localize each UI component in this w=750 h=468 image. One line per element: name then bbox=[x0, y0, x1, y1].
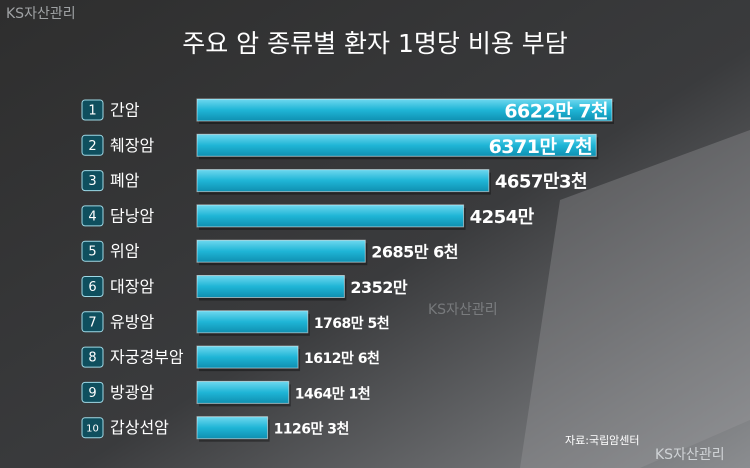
category-label: 자궁경부암 bbox=[110, 348, 184, 367]
bar bbox=[196, 380, 290, 404]
rank-box bbox=[81, 276, 104, 297]
rank-label: 7 bbox=[88, 315, 96, 330]
rank-label: 8 bbox=[88, 351, 96, 366]
category-label: 췌장암 bbox=[110, 136, 154, 155]
category-label: 간암 bbox=[110, 101, 140, 120]
category-label: 유방암 bbox=[110, 312, 154, 331]
rank-box bbox=[81, 134, 104, 156]
rank-box bbox=[81, 381, 104, 403]
bar bbox=[196, 239, 366, 263]
value-label: 4657만3천 bbox=[495, 172, 587, 193]
rank-label: 5 bbox=[88, 245, 96, 260]
rank-box bbox=[81, 346, 104, 368]
category-label: 위암 bbox=[110, 242, 140, 261]
value-label: 1464만 1천 bbox=[295, 386, 370, 402]
value-label: 6622만 7천 bbox=[504, 101, 608, 123]
bar bbox=[196, 416, 269, 440]
value-label: 4254만 bbox=[470, 207, 535, 228]
rank-box bbox=[81, 99, 104, 121]
rank-label: 6 bbox=[88, 280, 96, 295]
rank-box bbox=[81, 170, 104, 192]
category-label: 담낭암 bbox=[110, 206, 154, 225]
source: 자료:국립암센터 bbox=[565, 434, 640, 447]
rank-label: 4 bbox=[88, 209, 96, 224]
watermark: KS자산관리 bbox=[6, 6, 76, 22]
value-label: 1612만 6천 bbox=[304, 351, 379, 367]
watermark: KS자산관리 bbox=[428, 302, 498, 318]
bar bbox=[196, 169, 490, 193]
bar bbox=[196, 204, 465, 228]
value-label: 6371만 7천 bbox=[489, 136, 593, 158]
value-label: 1768만 5천 bbox=[314, 316, 389, 332]
value-label: 2352만 bbox=[350, 278, 408, 297]
watermark: KS자산관리 bbox=[655, 447, 725, 463]
value-label: 2685만 6천 bbox=[371, 243, 458, 262]
category-label: 폐암 bbox=[110, 171, 140, 190]
rank-box bbox=[81, 240, 104, 262]
rank-label: 9 bbox=[88, 386, 96, 401]
rank-box bbox=[81, 417, 104, 439]
rank-label: 2 bbox=[88, 139, 96, 154]
calculator-shape bbox=[520, 130, 750, 468]
category-label: 갑상선암 bbox=[110, 418, 169, 437]
value-label: 1126만 3천 bbox=[274, 422, 349, 438]
category-label: 방광암 bbox=[110, 383, 154, 402]
bar bbox=[196, 345, 299, 369]
bar bbox=[196, 275, 345, 298]
rank-label: 1 bbox=[88, 104, 96, 119]
rank-box bbox=[81, 205, 104, 227]
rank-label: 10 bbox=[86, 424, 99, 435]
rank-box bbox=[81, 311, 104, 333]
bar bbox=[196, 133, 597, 157]
rank-label: 3 bbox=[88, 174, 96, 189]
bar bbox=[196, 310, 309, 334]
bar bbox=[196, 98, 613, 122]
chart-title: 주요 암 종류별 환자 1명당 비용 부담 bbox=[182, 29, 568, 58]
category-label: 대장암 bbox=[110, 277, 154, 296]
